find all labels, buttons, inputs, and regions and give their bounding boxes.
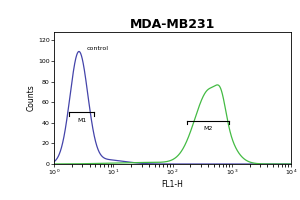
- Title: MDA-MB231: MDA-MB231: [130, 18, 215, 31]
- Y-axis label: Counts: Counts: [26, 85, 35, 111]
- Text: control: control: [87, 46, 109, 51]
- X-axis label: FL1-H: FL1-H: [162, 180, 183, 189]
- Text: M1: M1: [77, 118, 86, 123]
- Text: M2: M2: [203, 126, 213, 131]
